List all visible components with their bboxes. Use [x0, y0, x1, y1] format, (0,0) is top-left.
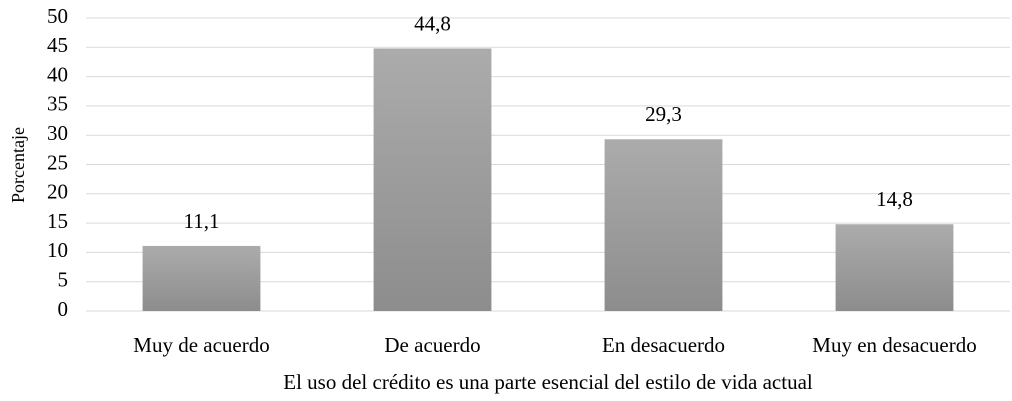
y-tick-label: 5	[58, 268, 69, 292]
y-tick-label: 50	[47, 4, 68, 28]
y-tick-label: 35	[47, 92, 68, 116]
x-tick-label: Muy en desacuerdo	[812, 333, 976, 357]
y-tick-label: 25	[47, 150, 68, 174]
x-tick-label: Muy de acuerdo	[133, 333, 269, 357]
bar	[604, 139, 723, 311]
y-tick-label: 20	[47, 180, 68, 204]
y-axis-title: Porcentaje	[8, 127, 28, 203]
data-label: 11,1	[184, 209, 220, 233]
data-label: 29,3	[645, 102, 682, 126]
y-tick-label: 0	[58, 297, 69, 321]
x-tick-label: De acuerdo	[384, 333, 480, 357]
bar	[373, 48, 492, 312]
x-tick-label: En desacuerdo	[602, 333, 725, 357]
data-label: 44,8	[414, 11, 451, 35]
y-tick-label: 15	[47, 209, 68, 233]
y-tick-label: 45	[47, 33, 68, 57]
data-label: 14,8	[876, 187, 913, 211]
bar	[142, 245, 261, 311]
y-tick-label: 40	[47, 62, 68, 86]
bar	[835, 224, 954, 311]
y-tick-label: 30	[47, 121, 68, 145]
x-axis-title: El uso del crédito es una parte esencial…	[283, 370, 813, 394]
y-tick-label: 10	[47, 238, 68, 262]
